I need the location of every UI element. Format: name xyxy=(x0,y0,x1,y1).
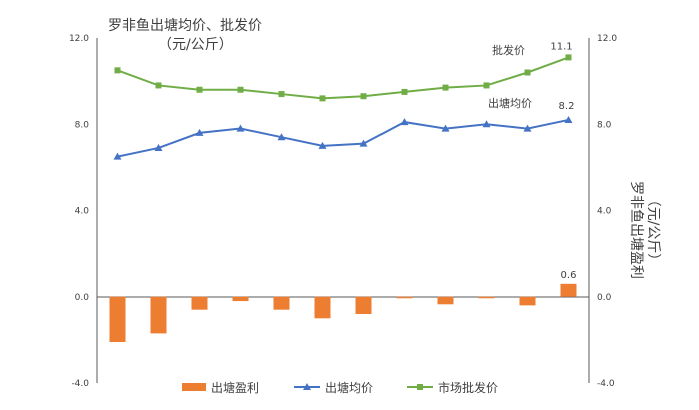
y-left-tick-label: 4.0 xyxy=(75,207,90,217)
legend-marker-avg xyxy=(303,383,311,390)
line-series xyxy=(113,54,573,160)
point-wholesale-price xyxy=(401,88,408,95)
bar-series xyxy=(109,283,577,343)
bar-profit xyxy=(232,296,249,302)
point-avg-price xyxy=(400,118,409,126)
bar-profit xyxy=(396,296,413,299)
line-avg-price xyxy=(117,118,569,158)
legend-label-avg: 出塘均价 xyxy=(325,380,373,395)
bar-profit xyxy=(191,296,208,310)
point-avg-price xyxy=(318,141,327,149)
legend-label-profit: 出塘盈利 xyxy=(211,380,259,395)
annotation-avg: 出塘均价 xyxy=(488,96,532,110)
legend-marker-wholesale xyxy=(417,384,423,390)
legend-label-wholesale: 市场批发价 xyxy=(438,380,498,395)
point-avg-price xyxy=(359,139,368,147)
point-wholesale-price xyxy=(483,82,490,89)
point-wholesale-price xyxy=(155,82,162,89)
chart-title-line2: （元/公斤） xyxy=(158,37,233,53)
point-wholesale-price xyxy=(278,91,285,98)
bar-profit xyxy=(314,296,331,319)
data-label-profit: 0.6 xyxy=(561,270,577,281)
point-wholesale-price xyxy=(442,84,449,91)
point-wholesale-price xyxy=(237,86,244,93)
y-left-tick-label: 12.0 xyxy=(69,34,89,44)
point-avg-price xyxy=(154,143,163,151)
point-avg-price xyxy=(236,124,245,132)
legend-swatch-profit xyxy=(182,383,206,391)
data-labels: 0.6 8.2 11.1 xyxy=(550,41,576,280)
data-label-avg-price: 8.2 xyxy=(559,101,575,112)
point-wholesale-price xyxy=(319,95,326,102)
bar-profit xyxy=(273,296,290,310)
right-tick-labels: 12.0 8.0 4.0 0.0 -4.0 xyxy=(597,34,617,389)
bar-profit xyxy=(560,283,577,297)
y-right-tick-label: 0.0 xyxy=(597,293,612,303)
bar-profit xyxy=(478,296,495,299)
right-axis-label-group: 罗非鱼出塘盈利 （元/公斤） xyxy=(628,181,661,279)
point-avg-price xyxy=(482,120,491,128)
point-wholesale-price xyxy=(114,67,121,74)
point-avg-price xyxy=(441,124,450,132)
y-right-tick-label: -4.0 xyxy=(597,379,615,389)
bar-profit xyxy=(519,296,536,306)
point-avg-price xyxy=(564,115,573,123)
point-wholesale-price xyxy=(524,69,531,76)
bar-profit xyxy=(150,296,167,334)
point-wholesale-price xyxy=(196,86,203,93)
bar-profit xyxy=(437,296,454,305)
y-right-tick-label: 12.0 xyxy=(597,34,617,44)
right-axis-label: 罗非鱼出塘盈利 xyxy=(628,181,645,279)
data-label-wholesale-price: 11.1 xyxy=(550,41,572,52)
y-right-tick-label: 8.0 xyxy=(597,120,612,130)
bar-profit xyxy=(355,296,372,314)
point-avg-price xyxy=(113,152,122,160)
y-right-tick-label: 4.0 xyxy=(597,207,612,217)
point-wholesale-price xyxy=(565,54,572,61)
point-avg-price xyxy=(523,124,532,132)
chart-title-line1: 罗非鱼出塘均价、批发价 xyxy=(108,17,262,34)
legend: 出塘盈利 出塘均价 市场批发价 xyxy=(182,380,498,395)
bar-profit xyxy=(109,296,126,343)
point-wholesale-price xyxy=(360,93,367,100)
y-left-tick-label: 0.0 xyxy=(75,293,90,303)
left-tick-labels: 12.0 8.0 4.0 0.0 -4.0 xyxy=(69,34,89,389)
right-axis-unit: （元/公斤） xyxy=(645,193,661,268)
y-left-tick-label: 8.0 xyxy=(75,120,90,130)
point-avg-price xyxy=(277,133,286,141)
annotation-wholesale: 批发价 xyxy=(492,43,525,57)
line-wholesale-price xyxy=(117,56,569,100)
point-avg-price xyxy=(195,128,204,136)
y-left-tick-label: -4.0 xyxy=(71,379,89,389)
